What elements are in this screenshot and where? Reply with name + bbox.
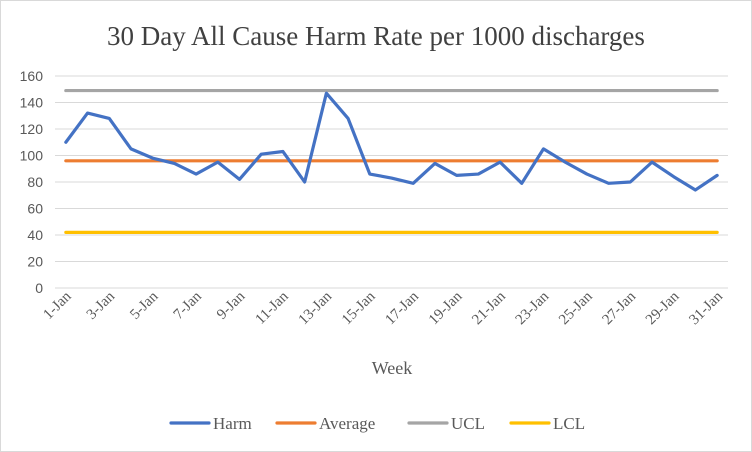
y-axis-ticks: 0 20 40 60 80 100 120 140 160 bbox=[20, 68, 44, 296]
y-tick-label: 40 bbox=[27, 227, 43, 243]
legend-label: LCL bbox=[553, 414, 585, 433]
legend-item-harm: Harm bbox=[169, 414, 252, 433]
x-axis-ticks: 1-Jan 3-Jan 5-Jan 7-Jan 9-Jan 11-Jan 13-Jan 15-… bbox=[40, 288, 726, 328]
x-tick-label: 5-Jan bbox=[127, 288, 162, 323]
legend: Harm Average UCL LCL bbox=[169, 414, 585, 433]
chart-title: 30 Day All Cause Harm Rate per 1000 disc… bbox=[107, 21, 645, 51]
x-tick-label: 17-Jan bbox=[382, 288, 422, 328]
legend-label: Average bbox=[319, 414, 375, 433]
x-tick-label: 7-Jan bbox=[171, 288, 206, 323]
x-tick-label: 23-Jan bbox=[513, 288, 553, 328]
y-tick-label: 140 bbox=[20, 95, 44, 111]
y-tick-label: 120 bbox=[20, 121, 44, 137]
x-tick-label: 25-Jan bbox=[556, 288, 596, 328]
x-tick-label: 21-Jan bbox=[469, 288, 509, 328]
y-tick-label: 60 bbox=[27, 201, 43, 217]
legend-label: UCL bbox=[451, 414, 485, 433]
x-tick-label: 31-Jan bbox=[686, 288, 726, 328]
y-tick-label: 20 bbox=[27, 254, 43, 270]
x-tick-label: 9-Jan bbox=[214, 288, 249, 323]
legend-item-lcl: LCL bbox=[509, 414, 585, 433]
series-line-harm bbox=[64, 91, 719, 192]
y-tick-label: 100 bbox=[20, 148, 44, 164]
gridlines bbox=[55, 75, 728, 289]
x-tick-label: 3-Jan bbox=[84, 288, 119, 323]
y-tick-label: 160 bbox=[20, 68, 44, 84]
x-tick-label: 13-Jan bbox=[296, 288, 336, 328]
x-tick-label: 15-Jan bbox=[339, 288, 379, 328]
x-tick-label: 11-Jan bbox=[253, 288, 293, 328]
x-tick-label: 27-Jan bbox=[600, 288, 640, 328]
legend-label: Harm bbox=[213, 414, 252, 433]
legend-item-ucl: UCL bbox=[407, 414, 485, 433]
x-tick-label: 29-Jan bbox=[643, 288, 683, 328]
x-tick-label: 1-Jan bbox=[40, 288, 75, 323]
y-tick-label: 0 bbox=[35, 280, 43, 296]
x-tick-label: 19-Jan bbox=[426, 288, 466, 328]
legend-item-average: Average bbox=[275, 414, 375, 433]
y-tick-label: 80 bbox=[27, 174, 43, 190]
series-lines bbox=[64, 88, 719, 234]
x-axis-label: Week bbox=[372, 358, 413, 378]
